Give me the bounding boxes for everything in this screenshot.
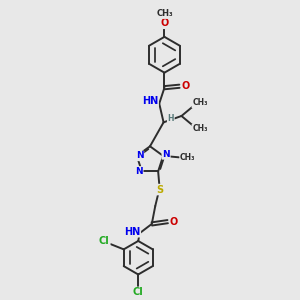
Text: CH₃: CH₃ (192, 98, 208, 107)
Text: N: N (135, 167, 143, 176)
Text: CH₃: CH₃ (180, 153, 196, 162)
Text: HN: HN (142, 96, 158, 106)
Text: N: N (136, 152, 143, 160)
Text: CH₃: CH₃ (192, 124, 208, 134)
Text: CH₃: CH₃ (156, 9, 173, 18)
Text: H: H (167, 114, 174, 123)
Text: Cl: Cl (99, 236, 110, 246)
Text: O: O (182, 81, 190, 91)
Text: S: S (157, 184, 164, 195)
Text: HN: HN (124, 227, 140, 237)
Text: Cl: Cl (133, 287, 144, 297)
Text: O: O (170, 217, 178, 226)
Text: N: N (162, 150, 170, 159)
Text: O: O (160, 18, 169, 28)
